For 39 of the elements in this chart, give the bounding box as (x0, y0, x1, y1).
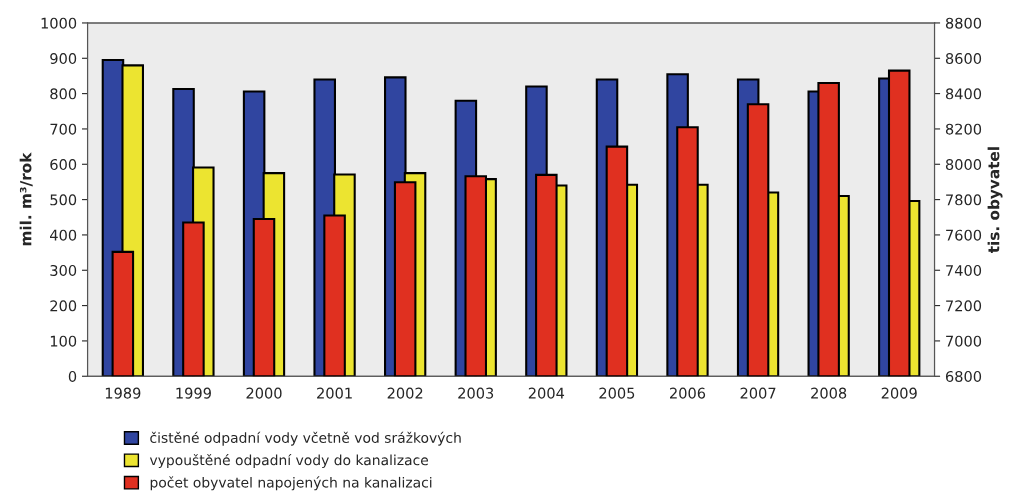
y-tick-label: 1000 (41, 17, 77, 29)
x-tick-label: 1999 (176, 387, 211, 399)
x-tick-label: 2005 (599, 387, 635, 399)
y2-tick-label: 8800 (945, 17, 982, 29)
y2-tick-label: 7400 (946, 264, 982, 277)
y-tick-label: 400 (50, 229, 77, 241)
legend-label: čistěné odpadní vody včetně vod srážkových (150, 431, 461, 446)
x-tick-label: 2008 (811, 387, 847, 399)
y2-tick-label: 7200 (946, 300, 982, 312)
legend-label: vypouštěné odpadní vody do kanalizace (149, 453, 429, 468)
x-tick-label: 2003 (458, 387, 494, 399)
y2-tick-label: 8000 (945, 158, 982, 171)
y2-tick-label: 6800 (945, 370, 982, 382)
x-tick-label: 2009 (881, 387, 917, 399)
x-tick-label: 2007 (740, 387, 776, 399)
x-tick-label: 2001 (317, 387, 352, 399)
x-tick-label: 2004 (528, 387, 565, 399)
y-tick-label: 600 (50, 158, 77, 171)
y-tick-label: 700 (50, 123, 77, 135)
y2-tick-label: 7800 (946, 194, 982, 206)
legend-label: počet obyvatel napojených na kanalizaci (150, 476, 432, 491)
y-tick-label: 300 (50, 264, 77, 277)
x-tick-label: 2000 (246, 387, 282, 399)
y2-tick-label: 8200 (945, 123, 982, 135)
y-tick-label: 900 (50, 53, 77, 65)
y-tick-label: 800 (50, 88, 77, 100)
y-tick-label: 200 (50, 300, 77, 312)
y2-axis-title: tis. obyvatel (987, 147, 1003, 254)
y2-tick-label: 8600 (945, 53, 982, 65)
y-axis-title: mil. m³/rok (19, 152, 33, 246)
y-tick-label: 0 (68, 370, 77, 382)
y-tick-label: 100 (50, 335, 77, 347)
x-tick-label: 2006 (670, 387, 706, 399)
x-tick-label: 2002 (387, 387, 423, 399)
y-tick-label: 500 (50, 194, 77, 206)
y2-tick-label: 8400 (945, 88, 982, 100)
y2-tick-label: 7000 (946, 335, 982, 347)
y2-tick-label: 7600 (946, 229, 982, 241)
x-tick-label: 1989 (105, 387, 141, 399)
